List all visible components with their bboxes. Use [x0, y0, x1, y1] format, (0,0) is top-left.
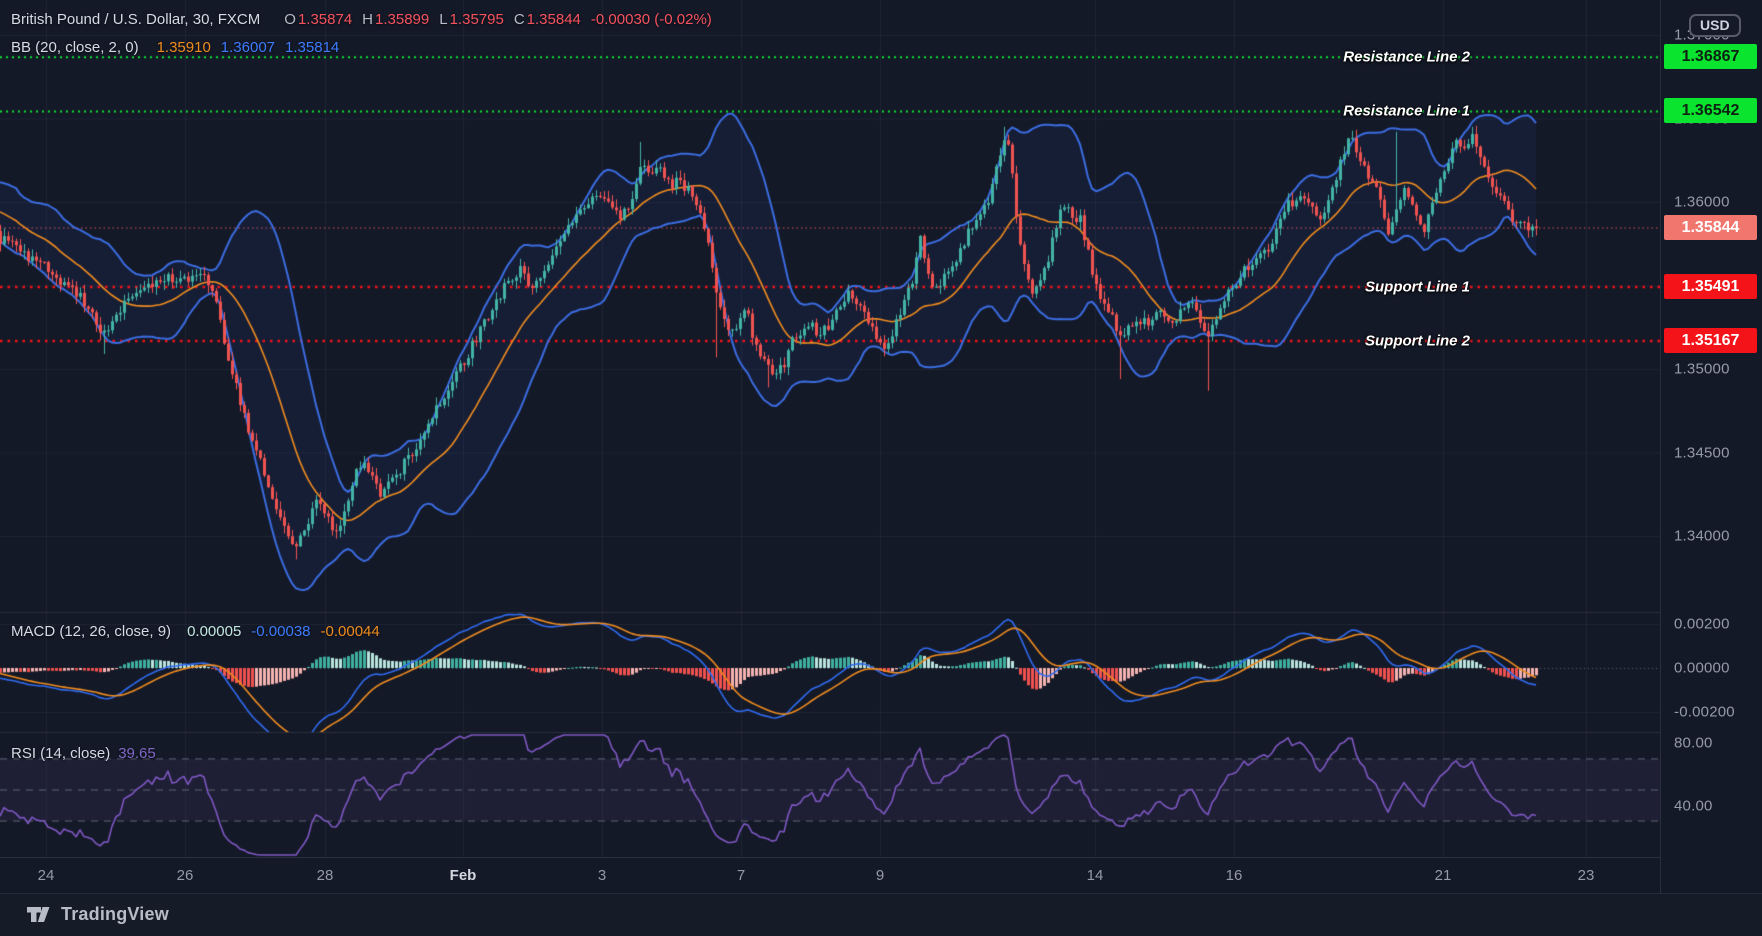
support-line-1-label[interactable]: Support Line 1 — [1365, 278, 1470, 296]
price-tick-label: 0.00200 — [1674, 615, 1730, 633]
ohlc-value: 1.35874 — [297, 11, 353, 28]
bb-legend[interactable]: BB (20, close, 2, 0) 1.35910 1.36007 1.358… — [11, 39, 339, 56]
time-tick-label: 3 — [597, 867, 607, 884]
resistance-line-1-label[interactable]: Resistance Line 1 — [1343, 102, 1470, 120]
bb-values: 1.35910 1.36007 1.35814 — [147, 39, 340, 56]
change-value: -0.00030 (-0.02%) — [590, 11, 712, 28]
bb-title[interactable]: BB (20, close, 2, 0) — [11, 39, 139, 56]
price-axis[interactable]: 1.370001.365001.360001.355001.350001.345… — [1660, 0, 1762, 893]
chart-canvas[interactable] — [0, 0, 1660, 857]
time-tick-label: Feb — [449, 867, 477, 884]
footer-bar: TradingView — [0, 893, 1762, 936]
price-tick-label: 40.00 — [1674, 797, 1713, 815]
time-tick-label: 14 — [1086, 867, 1104, 884]
price-tick-label: 1.36000 — [1674, 193, 1730, 211]
ohlc-key: L — [439, 11, 448, 28]
price-tick-label: 1.35000 — [1674, 360, 1730, 378]
macd-value: -0.00038 — [251, 623, 311, 640]
time-tick-label: 24 — [37, 867, 55, 884]
macd-legend[interactable]: MACD (12, 26, close, 9) 0.00005 -0.00038-… — [11, 623, 380, 640]
bb-value: 1.35814 — [285, 39, 340, 56]
support-line-2-price-label: 1.35167 — [1664, 328, 1757, 354]
time-tick-label: 23 — [1577, 867, 1595, 884]
time-axis[interactable]: 24 26 28 Feb 3 7 9 14 16 21 23 — [0, 857, 1660, 894]
time-tick-label: 16 — [1225, 867, 1243, 884]
symbol-title[interactable]: British Pound / U.S. Dollar, 30, FXCM — [11, 11, 261, 28]
tradingview-logo-icon — [27, 907, 50, 922]
resistance-line-1-price-label: 1.36542 — [1664, 98, 1757, 124]
resistance-line-2-label[interactable]: Resistance Line 2 — [1343, 48, 1470, 66]
currency-badge[interactable]: USD — [1689, 14, 1741, 37]
resistance-line-2-price-label: 1.36867 — [1664, 44, 1757, 70]
time-tick-label: 26 — [176, 867, 194, 884]
macd-title[interactable]: MACD (12, 26, close, 9) — [11, 623, 172, 640]
bb-value: 1.36007 — [220, 39, 276, 56]
support-line-1-price-label: 1.35491 — [1664, 274, 1757, 299]
ohlc-value: 1.35899 — [375, 11, 430, 28]
rsi-legend[interactable]: RSI (14, close) 39.65 — [11, 745, 156, 762]
tradingview-logo[interactable]: TradingView — [26, 903, 169, 926]
rsi-value: 39.65 — [118, 745, 156, 762]
time-tick-label: 21 — [1434, 867, 1452, 884]
tradingview-logo-text: TradingView — [61, 904, 169, 924]
rsi-title[interactable]: RSI (14, close) — [11, 745, 111, 762]
price-tick-label: 1.34000 — [1674, 527, 1730, 545]
price-tick-label: 1.34500 — [1674, 444, 1730, 461]
macd-value: -0.00044 — [320, 623, 380, 640]
price-tick-label: -0.00200 — [1674, 703, 1735, 721]
ohlc-key: C — [513, 11, 525, 28]
ohlc-value: 1.35795 — [449, 11, 504, 28]
time-tick-label: 7 — [736, 867, 746, 884]
macd-values: 0.00005 -0.00038 -0.00044 — [177, 623, 380, 640]
ohlc-key: O — [284, 11, 296, 28]
time-tick-label: 9 — [875, 867, 885, 884]
price-tick-label: 0.00000 — [1674, 659, 1730, 677]
ohlc-key: H — [362, 11, 374, 28]
time-tick-label: 28 — [316, 867, 334, 884]
macd-value: 0.00005 — [187, 623, 242, 640]
ohlc-values: O 1.35874 H 1.35899 L 1.35795 C 1.35844 — [274, 11, 581, 28]
price-tick-label: 80.00 — [1674, 734, 1713, 752]
bb-value: 1.35910 — [156, 39, 211, 56]
last-price-label: 1.35844 — [1664, 215, 1757, 241]
ohlc-value: 1.35844 — [526, 11, 581, 28]
support-line-2-label[interactable]: Support Line 2 — [1365, 332, 1470, 350]
